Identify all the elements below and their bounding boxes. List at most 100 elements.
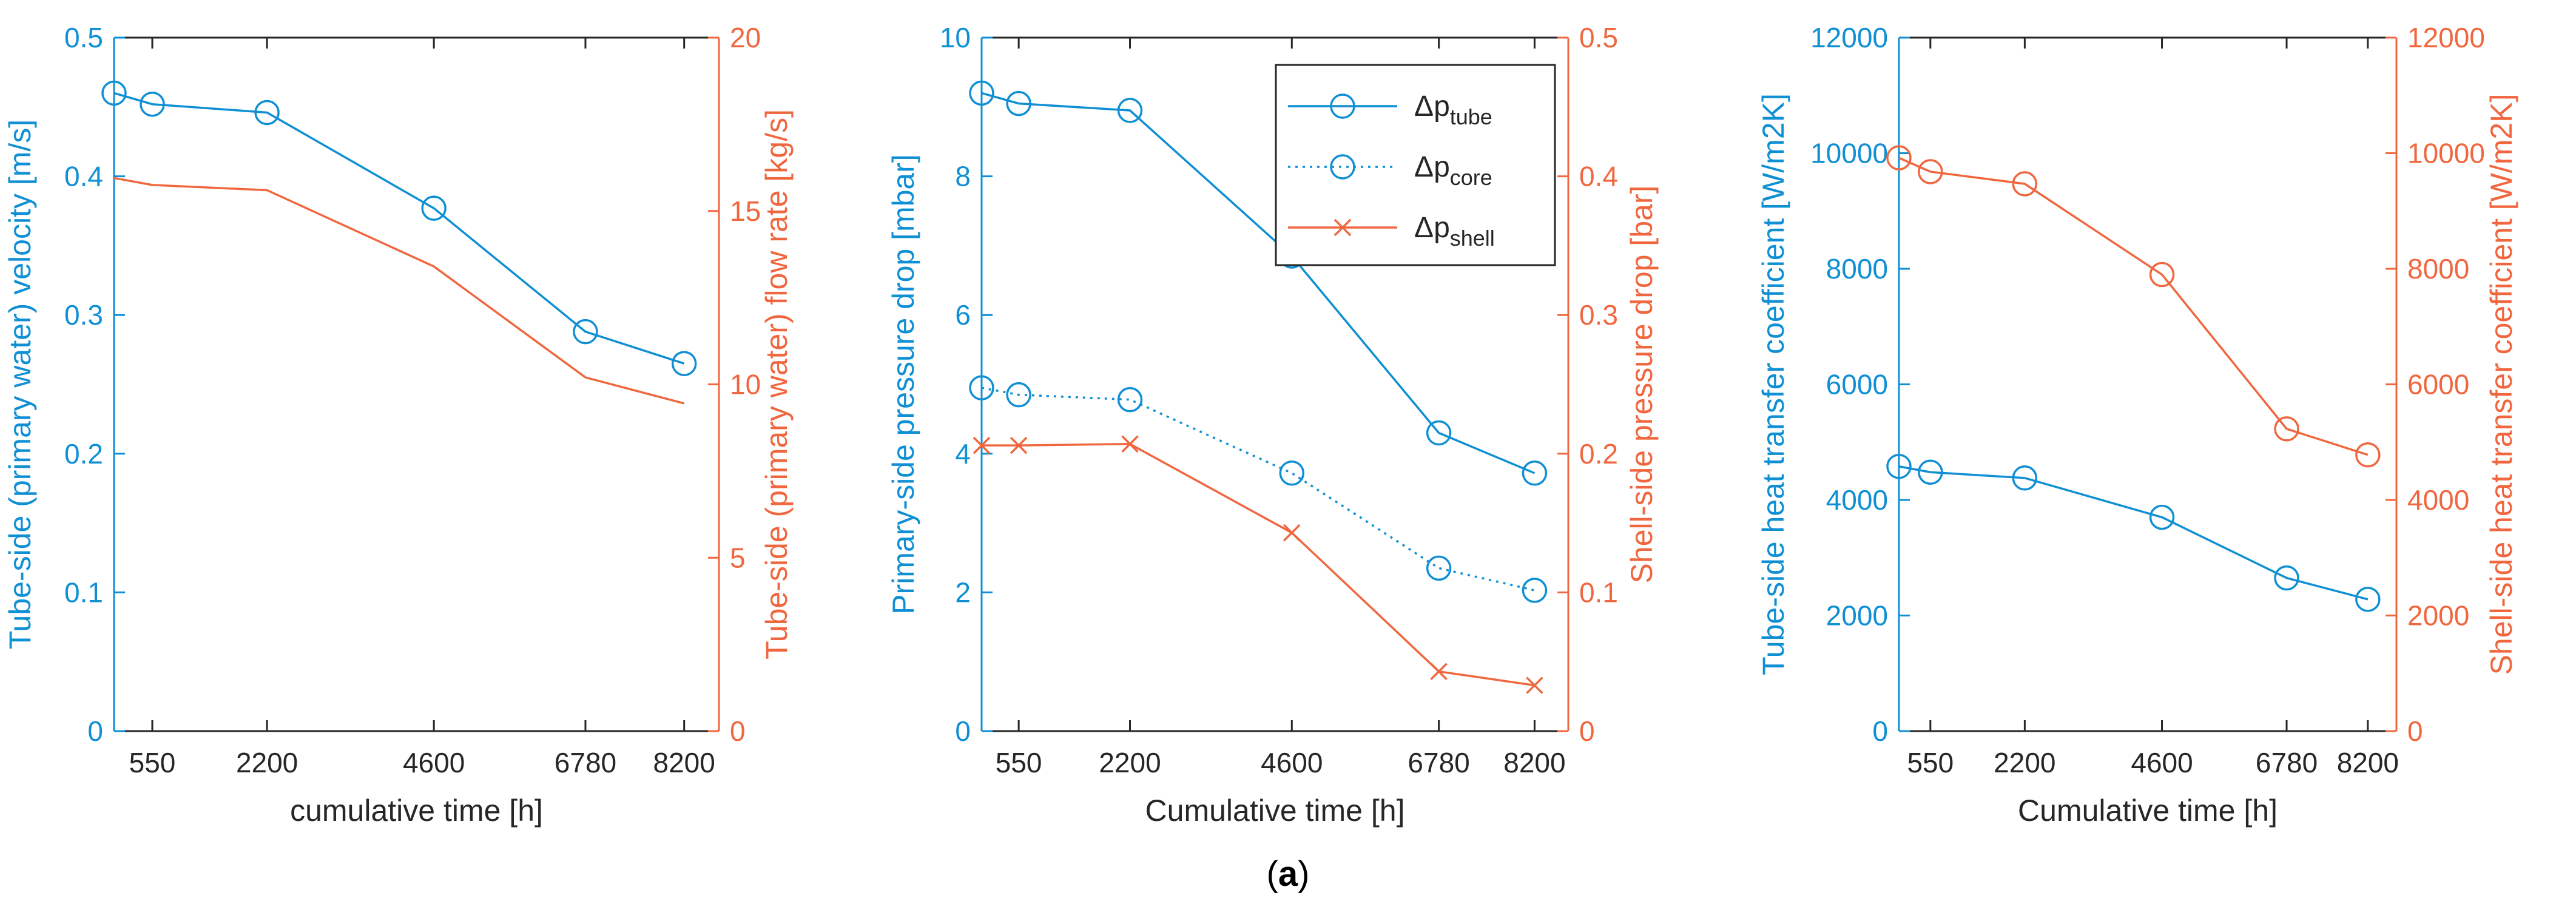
- data-point: [969, 375, 994, 400]
- left-y-tick-label: 0.3: [64, 299, 103, 331]
- figure-caption: (a): [1267, 854, 1310, 894]
- right-y-tick-label: 8000: [2407, 253, 2469, 285]
- data-point: [1886, 454, 1912, 479]
- x-tick-label: 550: [1907, 747, 1954, 778]
- left-y-tick-label: 12000: [1810, 22, 1888, 53]
- left-y-tick-label: 4000: [1826, 484, 1888, 516]
- series-line-0: [1898, 465, 2369, 601]
- left-y-tick-label: 8000: [1826, 253, 1888, 285]
- right-y-tick-label: 0.4: [1579, 161, 1618, 192]
- left-y-tick-label: 2: [955, 576, 971, 608]
- series-line-1: [113, 177, 685, 405]
- right-y-axis-title: Shell-side pressure drop [bar]: [1625, 186, 1659, 584]
- left-y-tick-label: 2000: [1826, 600, 1888, 632]
- data-point: [254, 100, 280, 126]
- left-y-tick-label: 6000: [1826, 369, 1888, 400]
- left-y-axis-title: Tube-side heat transfer coefficient [W/m…: [1756, 93, 1790, 675]
- data-point: [1121, 435, 1139, 453]
- left-y-tick-label: 0: [87, 715, 103, 747]
- right-y-tick-label: 0.1: [1579, 576, 1618, 608]
- left-y-tick-label: 0.5: [64, 22, 103, 53]
- series-line-1: [981, 386, 1535, 592]
- data-point: [2274, 565, 2299, 591]
- data-point: [2012, 171, 2038, 197]
- right-y-tick-label: 6000: [2407, 369, 2469, 400]
- left-y-tick-label: 0.1: [64, 576, 103, 608]
- x-tick-label: 8200: [653, 747, 715, 778]
- data-point: [1886, 145, 1912, 170]
- legend-marker: [1330, 154, 1355, 180]
- right-y-tick-label: 0.5: [1579, 22, 1618, 53]
- legend-subscript: core: [1450, 165, 1492, 190]
- legend-label-0: Δptube: [1414, 90, 1492, 129]
- data-point: [1010, 436, 1028, 454]
- right-y-tick-label: 0: [2407, 715, 2423, 747]
- x-tick-label: 6780: [1408, 747, 1469, 778]
- left-y-tick-label: 0.4: [64, 161, 103, 192]
- legend-marker: [1334, 218, 1352, 237]
- x-axis-title: Cumulative time [h]: [2018, 794, 2278, 828]
- x-tick-label: 2200: [1994, 747, 2055, 778]
- legend-subscript: shell: [1450, 226, 1495, 251]
- caption-letter: a: [1278, 854, 1298, 894]
- x-tick-label: 4600: [1261, 747, 1323, 778]
- x-tick-label: 4600: [2131, 747, 2193, 778]
- data-point: [1006, 90, 1031, 116]
- legend-box: [1275, 64, 1556, 266]
- legend-name: Δp: [1414, 212, 1450, 244]
- right-y-tick-label: 2000: [2407, 600, 2469, 632]
- data-point: [2355, 587, 2381, 612]
- legend-name: Δp: [1414, 90, 1450, 123]
- data-point: [1522, 461, 1548, 486]
- data-point: [2012, 465, 2038, 491]
- caption-close: ): [1298, 854, 1309, 894]
- data-point: [969, 80, 994, 106]
- data-point: [1918, 159, 1943, 184]
- x-tick-label: 550: [996, 747, 1042, 778]
- left-y-tick-label: 6: [955, 299, 971, 331]
- data-point: [1526, 676, 1543, 694]
- right-y-tick-label: 10: [730, 369, 761, 400]
- x-axis-title: Cumulative time [h]: [1145, 794, 1405, 828]
- data-point: [1117, 98, 1143, 123]
- data-point: [1426, 420, 1452, 446]
- x-tick-label: 8200: [2337, 747, 2399, 778]
- data-point: [1918, 459, 1943, 485]
- panel-heat-transfer: 550 2200 4600 6780 8200 Cumulative time [h] 0 2…: [1756, 22, 2518, 828]
- data-point: [2355, 442, 2381, 468]
- legend-label-1: Δpcore: [1414, 151, 1492, 190]
- legend-subscript: tube: [1450, 104, 1492, 129]
- data-point: [2274, 416, 2299, 442]
- series-line-0: [981, 92, 1536, 474]
- right-y-tick-label: 4000: [2407, 484, 2469, 516]
- x-tick-label: 4600: [403, 747, 465, 778]
- right-y-axis-title: Tube-side (primary water) flow rate [kg/…: [760, 109, 794, 660]
- right-y-tick-label: 15: [730, 195, 761, 227]
- left-y-tick-label: 0.2: [64, 438, 103, 470]
- right-y-axis-title: Shell-side heat transfer coefficient [W/…: [2484, 94, 2518, 675]
- series-line-0: [113, 92, 685, 365]
- data-point: [101, 80, 127, 106]
- data-point: [973, 436, 991, 454]
- data-point: [2149, 261, 2175, 288]
- left-y-tick-label: 4: [955, 438, 971, 470]
- left-y-axis-title: Primary-side pressure drop [mbar]: [886, 154, 920, 615]
- data-point: [671, 351, 697, 376]
- x-tick-label: 2200: [236, 747, 298, 778]
- x-tick-label: 6780: [555, 747, 616, 778]
- data-point: [421, 195, 447, 221]
- right-y-tick-label: 12000: [2407, 22, 2485, 53]
- panel-pressure-drop: 550 2200 4600 6780 8200 Cumulative time [h] 0 2…: [886, 22, 1659, 828]
- x-tick-label: 550: [129, 747, 176, 778]
- right-y-tick-label: 0: [730, 715, 746, 747]
- data-point: [1006, 382, 1031, 408]
- right-y-tick-label: 0.3: [1579, 299, 1618, 331]
- data-point: [1117, 386, 1143, 413]
- right-y-tick-label: 20: [730, 22, 761, 53]
- data-point: [1426, 555, 1452, 581]
- left-y-tick-label: 0: [955, 715, 971, 747]
- legend-label-2: Δpshell: [1414, 212, 1495, 251]
- panel-velocity-flow: 550 2200 4600 6780 8200 cumulative time [h] 0 0…: [3, 22, 794, 828]
